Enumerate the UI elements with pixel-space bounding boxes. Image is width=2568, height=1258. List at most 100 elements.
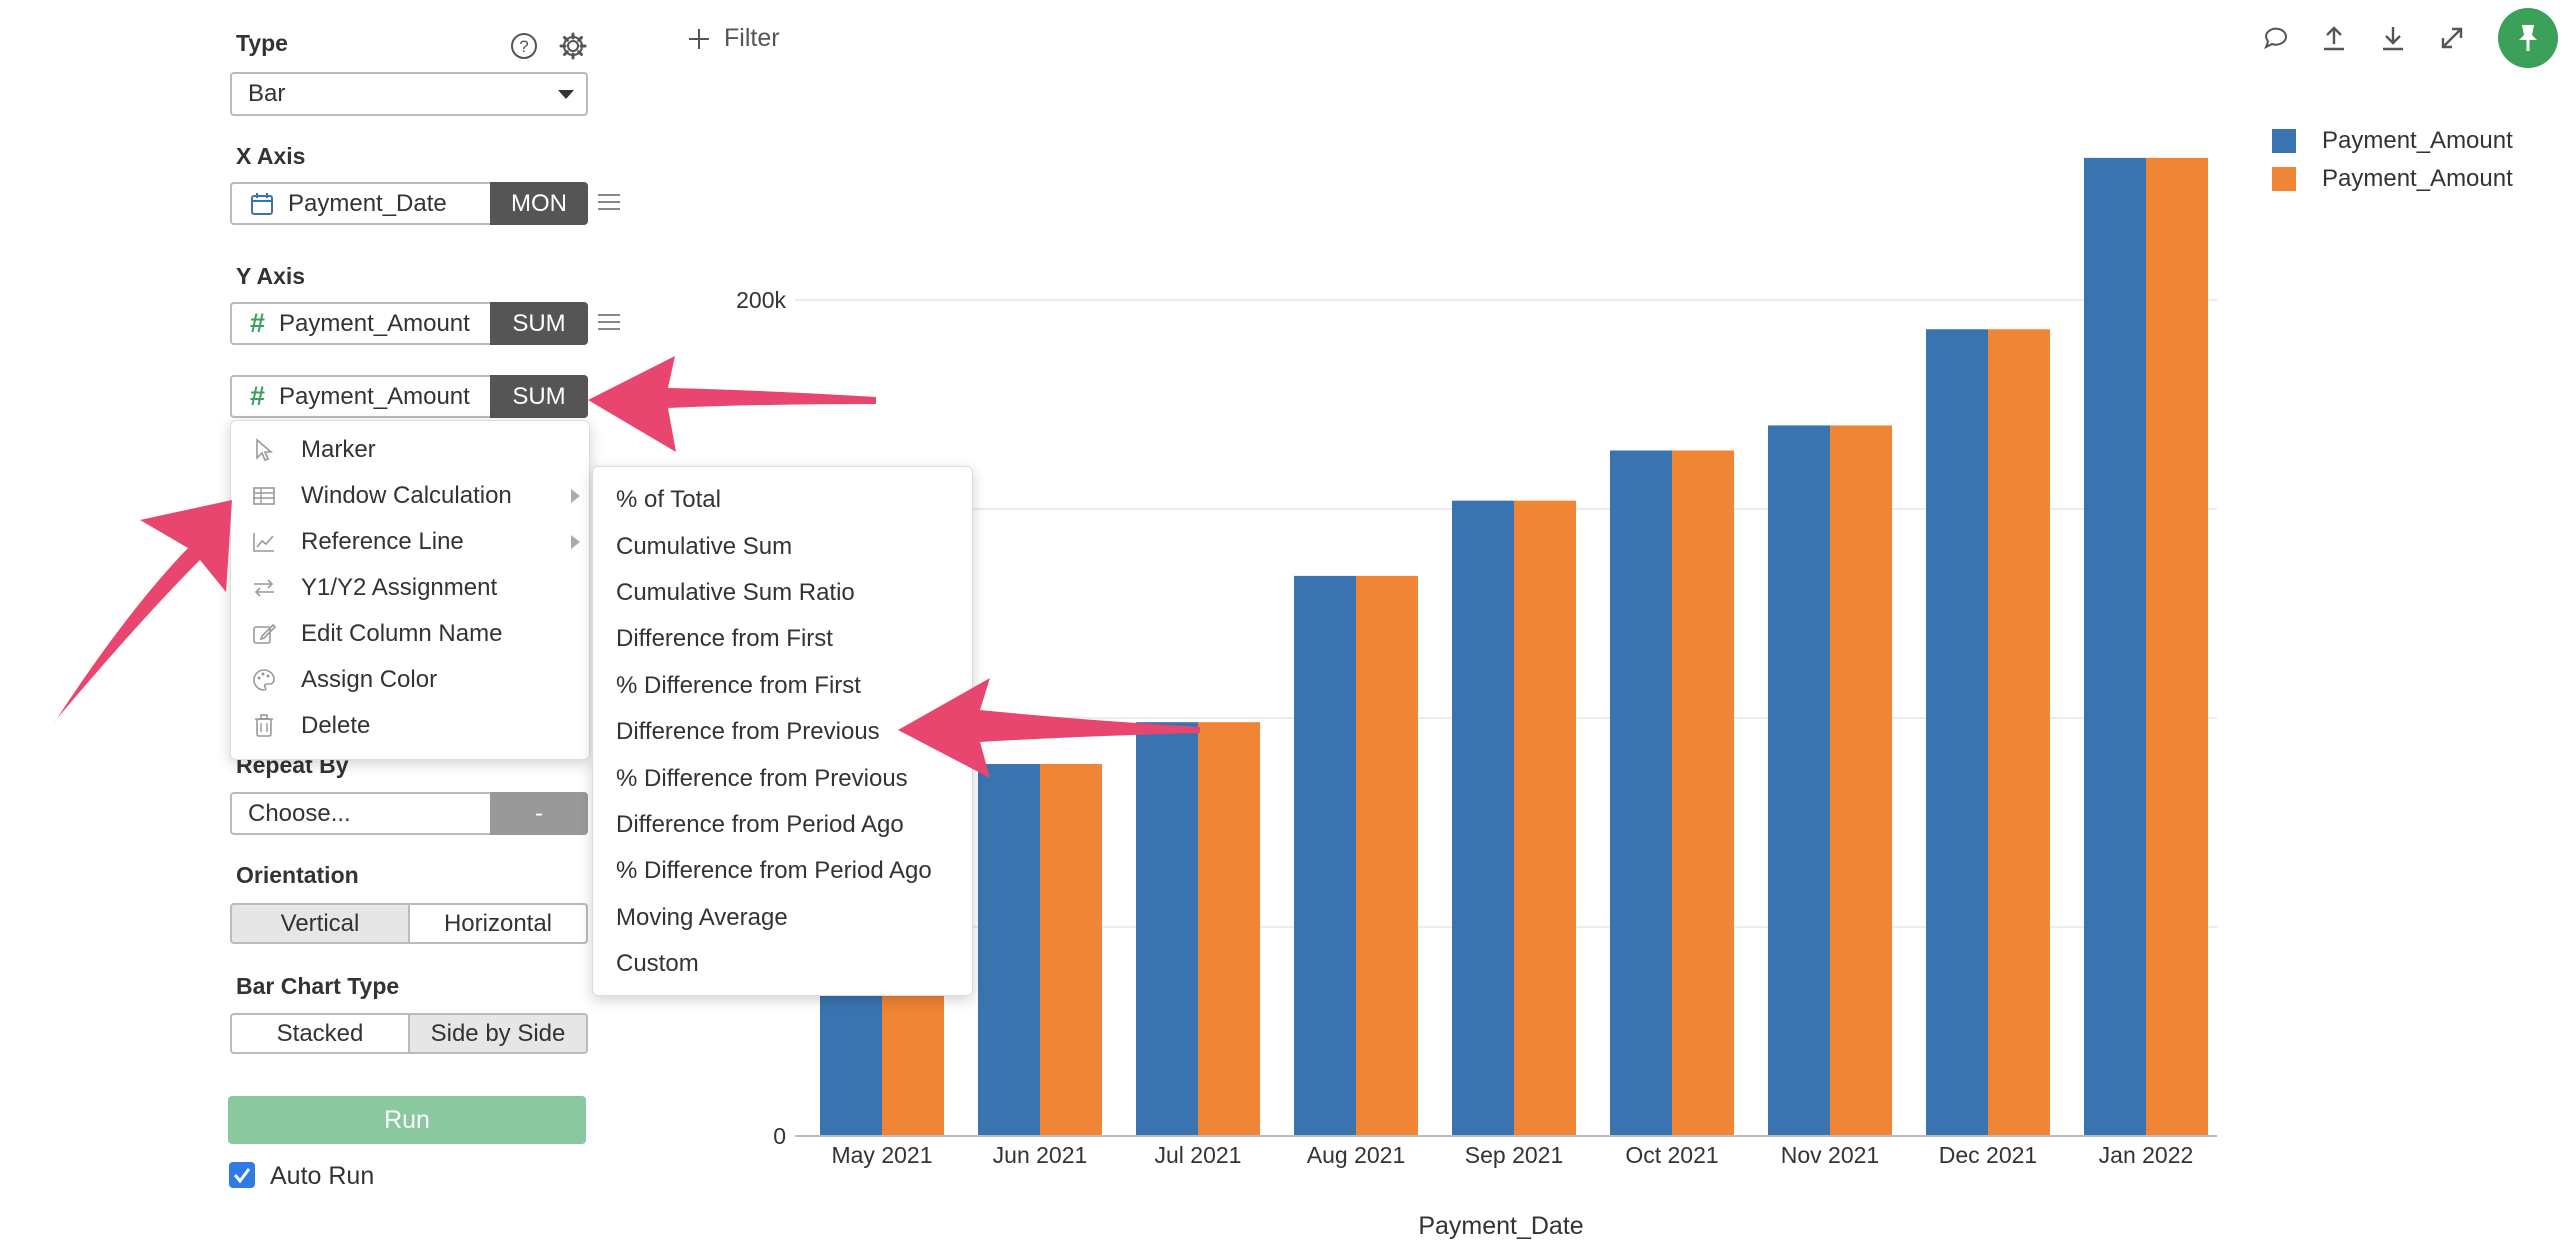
bar-orange[interactable] — [1040, 763, 1102, 1136]
edit-icon — [253, 623, 277, 644]
bar-orange[interactable] — [1514, 500, 1576, 1136]
x-axis-field[interactable]: Payment_Date MON — [230, 182, 588, 225]
submenu-item-of-total[interactable]: % of Total — [616, 486, 721, 514]
x-tick-label: Dec 2021 — [1939, 1142, 2037, 1168]
x-tick-label: May 2021 — [831, 1142, 932, 1168]
x-field-name: Payment_Date — [288, 189, 447, 217]
number-icon: # — [250, 381, 266, 411]
bar-blue[interactable] — [1294, 575, 1356, 1136]
drag-handle-icon[interactable] — [598, 194, 620, 210]
legend-item[interactable]: Payment_Amount — [2272, 122, 2513, 160]
legend-swatch-blue — [2272, 129, 2296, 153]
bar-blue[interactable] — [2084, 157, 2146, 1136]
menu-item-reference-line[interactable]: Reference Line — [231, 519, 589, 565]
bar-blue[interactable] — [1136, 722, 1198, 1136]
bar-orange[interactable] — [1988, 329, 2050, 1136]
submenu-item-difference-from-first[interactable]: Difference from First — [616, 625, 833, 653]
bar-type-stacked[interactable]: Stacked — [230, 1013, 410, 1054]
submenu-item-custom[interactable]: Custom — [616, 950, 699, 978]
y-field-name: Payment_Amount — [279, 309, 470, 337]
bar-blue[interactable] — [1452, 500, 1514, 1136]
download-icon[interactable] — [2379, 24, 2407, 52]
submenu-item-difference-from-previous[interactable]: Difference from Previous — [616, 718, 880, 746]
repeat-by-field[interactable]: Choose... - — [230, 792, 588, 835]
bar-blue[interactable] — [978, 763, 1040, 1136]
menu-item-assign-color[interactable]: Assign Color — [231, 657, 589, 703]
submenu-item-difference-from-previous[interactable]: % Difference from Previous — [616, 764, 908, 792]
menu-item-edit-column-name[interactable]: Edit Column Name — [231, 611, 589, 657]
repeat-by-button[interactable]: - — [490, 792, 588, 835]
check-icon — [233, 1168, 251, 1184]
bar-orange[interactable] — [2146, 157, 2208, 1136]
menu-item-label: Delete — [301, 712, 371, 739]
y-axis-field-2[interactable]: # Payment_Amount SUM — [230, 375, 588, 418]
number-icon: # — [250, 308, 266, 338]
filter-label: Filter — [724, 24, 780, 52]
y-field-name: Payment_Amount — [279, 382, 470, 410]
type-label: Type — [236, 30, 288, 56]
legend-label: Payment_Amount — [2322, 127, 2513, 154]
bar-blue[interactable] — [1768, 425, 1830, 1136]
bar-type-side-by-side[interactable]: Side by Side — [410, 1013, 588, 1054]
y-axis-field-1[interactable]: # Payment_Amount SUM — [230, 302, 588, 345]
menu-item-window-calculation[interactable]: Window Calculation — [231, 473, 589, 519]
submenu-item-moving-average[interactable]: Moving Average — [616, 903, 788, 931]
bar-chart-type-toggle[interactable]: Stacked Side by Side — [230, 1013, 588, 1054]
run-button[interactable]: Run — [228, 1096, 586, 1144]
submenu-item-cumulative-sum-ratio[interactable]: Cumulative Sum Ratio — [616, 578, 855, 606]
auto-run-label: Auto Run — [270, 1162, 375, 1190]
x-agg-button[interactable]: MON — [490, 182, 588, 225]
menu-item-label: Assign Color — [301, 666, 438, 693]
expand-icon[interactable] — [2438, 24, 2466, 52]
pin-button[interactable] — [2498, 8, 2558, 68]
menu-item-marker[interactable]: Marker — [231, 427, 589, 473]
trash-icon — [255, 714, 273, 737]
bar-blue[interactable] — [1610, 450, 1672, 1137]
upload-icon[interactable] — [2320, 24, 2348, 52]
x-tick-label: Sep 2021 — [1465, 1142, 1563, 1168]
chart-type-select[interactable]: Bar — [230, 72, 588, 116]
caret-right-icon — [571, 535, 580, 549]
submenu-item-difference-from-first[interactable]: % Difference from First — [616, 671, 861, 699]
menu-item-label: Y1/Y2 Assignment — [301, 574, 498, 601]
orientation-horizontal[interactable]: Horizontal — [410, 903, 588, 944]
menu-item-y1-y2-assignment[interactable]: Y1/Y2 Assignment — [231, 565, 589, 611]
x-tick-label: Aug 2021 — [1307, 1142, 1405, 1168]
palette-icon — [253, 669, 275, 691]
x-tick-label: Jan 2022 — [2099, 1142, 2194, 1168]
svg-text:?: ? — [519, 37, 528, 56]
y-agg-button[interactable]: SUM — [490, 375, 588, 418]
y-agg-button[interactable]: SUM — [490, 302, 588, 345]
bar-orange[interactable] — [1830, 425, 1892, 1136]
bar-orange[interactable] — [1198, 722, 1260, 1136]
menu-item-delete[interactable]: Delete — [231, 703, 589, 749]
orientation-label: Orientation — [236, 862, 359, 888]
menu-item-label: Window Calculation — [301, 482, 512, 509]
menu-item-label: Reference Line — [301, 528, 464, 555]
bar-orange[interactable] — [1672, 450, 1734, 1137]
bar-blue[interactable] — [1926, 329, 1988, 1136]
gear-icon[interactable] — [558, 31, 588, 61]
submenu-item-difference-from-period-ago[interactable]: Difference from Period Ago — [616, 810, 904, 838]
comment-icon[interactable] — [2262, 24, 2290, 52]
legend-item[interactable]: Payment_Amount — [2272, 160, 2513, 198]
drag-handle-icon[interactable] — [598, 314, 620, 330]
swap-icon — [254, 579, 274, 597]
filter-button[interactable]: Filter — [688, 24, 780, 53]
y-axis-label: Y Axis — [236, 263, 306, 289]
submenu-item-difference-from-period-ago[interactable]: % Difference from Period Ago — [616, 857, 932, 885]
x-tick-label: Oct 2021 — [1625, 1142, 1718, 1168]
orientation-vertical[interactable]: Vertical — [230, 903, 410, 944]
x-tick-label: Nov 2021 — [1781, 1142, 1879, 1168]
submenu-item-cumulative-sum[interactable]: Cumulative Sum — [616, 532, 793, 560]
bar-chart-type-label: Bar Chart Type — [236, 973, 400, 999]
help-icon[interactable]: ? — [509, 31, 539, 61]
plus-icon — [689, 28, 709, 49]
pin-icon — [2519, 25, 2537, 51]
bar-orange[interactable] — [1356, 575, 1418, 1136]
y-tick-label: 200k — [736, 287, 786, 313]
auto-run-checkbox[interactable] — [229, 1162, 255, 1188]
orientation-toggle[interactable]: Vertical Horizontal — [230, 903, 588, 944]
x-tick-label: Jul 2021 — [1155, 1142, 1242, 1168]
